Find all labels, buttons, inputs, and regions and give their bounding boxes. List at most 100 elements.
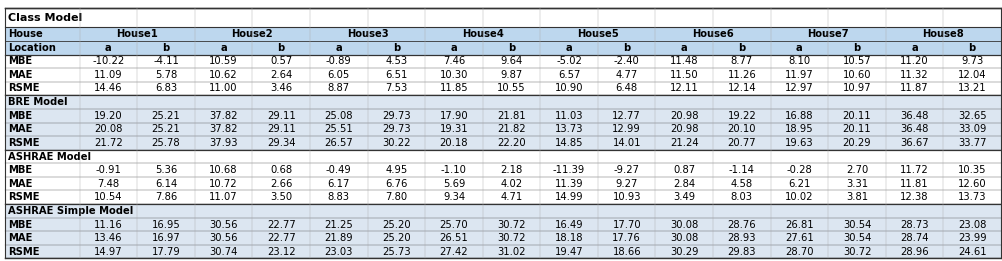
Text: -11.39: -11.39: [552, 165, 584, 175]
Text: 23.03: 23.03: [325, 247, 353, 257]
Text: 28.76: 28.76: [726, 220, 756, 230]
Text: 6.48: 6.48: [615, 84, 637, 93]
Text: 26.57: 26.57: [324, 138, 353, 148]
Text: 21.24: 21.24: [669, 138, 698, 148]
Text: 10.62: 10.62: [209, 70, 237, 80]
Text: a: a: [220, 43, 226, 53]
Text: b: b: [737, 43, 744, 53]
Text: Class Model: Class Model: [8, 13, 82, 22]
Text: a: a: [450, 43, 457, 53]
Text: 10.97: 10.97: [842, 84, 871, 93]
Text: 6.05: 6.05: [328, 70, 350, 80]
Text: 25.20: 25.20: [382, 233, 410, 243]
Text: 20.29: 20.29: [842, 138, 871, 148]
Bar: [5, 123, 1000, 136]
Text: 11.20: 11.20: [900, 56, 928, 66]
Text: 8.03: 8.03: [730, 192, 753, 202]
Text: MBE: MBE: [8, 165, 32, 175]
Text: 8.83: 8.83: [328, 192, 350, 202]
Text: 30.08: 30.08: [669, 233, 697, 243]
Text: RSME: RSME: [8, 84, 39, 93]
Text: BRE Model: BRE Model: [8, 97, 67, 107]
Bar: [5, 136, 1000, 150]
Text: 17.70: 17.70: [612, 220, 640, 230]
Text: 26.81: 26.81: [785, 220, 813, 230]
Text: -0.89: -0.89: [326, 56, 352, 66]
Text: 4.77: 4.77: [615, 70, 637, 80]
Text: 36.48: 36.48: [900, 124, 928, 134]
Text: 2.18: 2.18: [500, 165, 522, 175]
Text: 5.69: 5.69: [442, 179, 465, 189]
Text: -0.49: -0.49: [326, 165, 352, 175]
Text: 6.57: 6.57: [557, 70, 580, 80]
Bar: [5, 150, 1000, 163]
Text: 11.09: 11.09: [94, 70, 122, 80]
Text: 10.59: 10.59: [209, 56, 237, 66]
Text: ASHRAE Simple Model: ASHRAE Simple Model: [8, 206, 133, 216]
Text: Location: Location: [8, 43, 56, 53]
Text: b: b: [162, 43, 169, 53]
Text: 12.60: 12.60: [957, 179, 986, 189]
Text: 14.01: 14.01: [612, 138, 640, 148]
Text: a: a: [796, 43, 802, 53]
Text: 37.93: 37.93: [209, 138, 237, 148]
Text: 21.72: 21.72: [94, 138, 122, 148]
Text: 11.03: 11.03: [554, 111, 583, 121]
Text: House8: House8: [922, 29, 963, 39]
Text: 10.55: 10.55: [497, 84, 525, 93]
Text: 29.11: 29.11: [267, 124, 296, 134]
Text: 11.48: 11.48: [669, 56, 697, 66]
Text: 9.64: 9.64: [500, 56, 522, 66]
Text: 11.87: 11.87: [900, 84, 928, 93]
Text: House: House: [8, 29, 43, 39]
Text: 21.82: 21.82: [497, 124, 525, 134]
Text: 8.87: 8.87: [328, 84, 350, 93]
Text: House4: House4: [461, 29, 503, 39]
Text: 20.98: 20.98: [669, 111, 697, 121]
Text: a: a: [565, 43, 572, 53]
Text: 23.99: 23.99: [957, 233, 986, 243]
Text: 7.48: 7.48: [97, 179, 119, 189]
Text: House5: House5: [576, 29, 618, 39]
Text: 3.31: 3.31: [845, 179, 868, 189]
Text: 16.95: 16.95: [151, 220, 180, 230]
Text: 33.09: 33.09: [957, 124, 985, 134]
Text: 20.18: 20.18: [439, 138, 468, 148]
Text: 13.46: 13.46: [94, 233, 122, 243]
Text: House6: House6: [691, 29, 733, 39]
Text: 20.11: 20.11: [842, 111, 871, 121]
Text: 9.27: 9.27: [615, 179, 637, 189]
Text: 4.58: 4.58: [730, 179, 753, 189]
Text: b: b: [393, 43, 400, 53]
Text: b: b: [622, 43, 629, 53]
Text: 13.73: 13.73: [554, 124, 583, 134]
Text: 4.02: 4.02: [500, 179, 522, 189]
Text: 29.83: 29.83: [726, 247, 756, 257]
Text: 30.56: 30.56: [209, 220, 237, 230]
Text: 29.11: 29.11: [267, 111, 296, 121]
Text: 7.53: 7.53: [385, 84, 407, 93]
Text: 2.84: 2.84: [672, 179, 694, 189]
Text: 29.34: 29.34: [267, 138, 296, 148]
Text: 37.82: 37.82: [209, 111, 237, 121]
Text: 19.20: 19.20: [94, 111, 122, 121]
Text: 10.35: 10.35: [957, 165, 986, 175]
Text: 25.08: 25.08: [325, 111, 353, 121]
Text: MAE: MAE: [8, 179, 32, 189]
Text: 6.17: 6.17: [328, 179, 350, 189]
Text: 25.51: 25.51: [324, 124, 353, 134]
Text: 27.61: 27.61: [785, 233, 813, 243]
Text: 30.72: 30.72: [497, 220, 525, 230]
Text: ASHRAE Model: ASHRAE Model: [8, 151, 91, 162]
Text: 28.96: 28.96: [900, 247, 928, 257]
Text: 23.12: 23.12: [267, 247, 296, 257]
Text: 37.82: 37.82: [209, 124, 237, 134]
Text: 6.83: 6.83: [155, 84, 177, 93]
Text: 14.46: 14.46: [94, 84, 122, 93]
Text: -0.28: -0.28: [786, 165, 812, 175]
Text: -4.11: -4.11: [153, 56, 178, 66]
Text: 6.14: 6.14: [154, 179, 177, 189]
Text: 30.72: 30.72: [497, 233, 525, 243]
Text: 8.10: 8.10: [788, 56, 810, 66]
Text: 12.04: 12.04: [957, 70, 986, 80]
